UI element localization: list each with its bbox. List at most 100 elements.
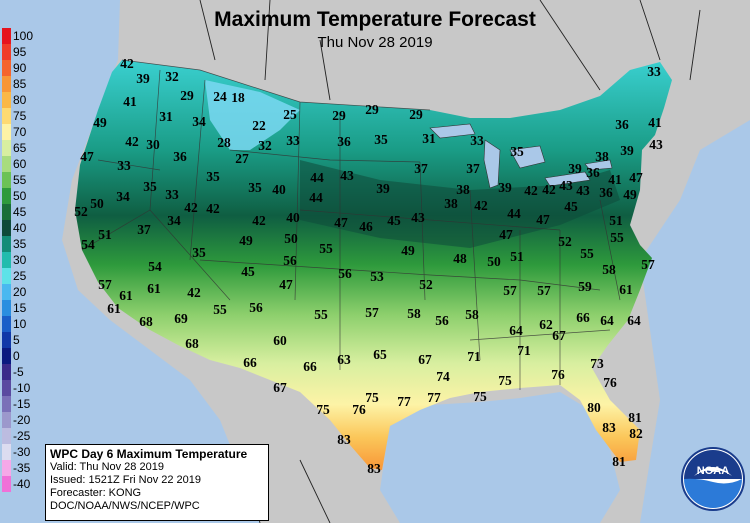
temperature-value: 43 <box>576 183 590 198</box>
temperature-value: 52 <box>74 204 88 219</box>
temperature-value: 64 <box>509 323 523 338</box>
temperature-value: 80 <box>587 400 601 415</box>
pacific-ocean <box>0 0 260 523</box>
temperature-value: 49 <box>401 243 415 258</box>
legend-swatch <box>2 108 11 124</box>
temperature-value: 63 <box>337 352 351 367</box>
temperature-value: 36 <box>615 117 629 132</box>
temperature-value: 67 <box>273 380 287 395</box>
legend-entry: 0 <box>0 348 44 364</box>
legend-swatch <box>2 172 11 188</box>
temperature-value: 75 <box>473 389 487 404</box>
temperature-value: 75 <box>498 373 512 388</box>
temperature-value: 64 <box>600 313 614 328</box>
legend-swatch <box>2 316 11 332</box>
temperature-value: 29 <box>365 102 379 117</box>
legend-entry: 100 <box>0 28 44 44</box>
temperature-value: 81 <box>612 454 626 469</box>
legend-label: 65 <box>13 141 27 155</box>
temperature-value: 45 <box>241 264 255 279</box>
legend-swatch <box>2 332 11 348</box>
legend-label: 20 <box>13 285 27 299</box>
legend-label: -35 <box>13 461 31 475</box>
temperature-value: 47 <box>629 170 643 185</box>
info-issued: Issued: 1521Z Fri Nov 22 2019 <box>50 474 202 486</box>
legend-swatch <box>2 348 11 364</box>
temperature-value: 38 <box>595 149 609 164</box>
temperature-value: 40 <box>272 182 286 197</box>
legend-label: -10 <box>13 381 31 395</box>
temperature-value: 57 <box>98 277 112 292</box>
temperature-value: 28 <box>217 135 231 150</box>
temperature-value: 82 <box>629 426 643 441</box>
atlantic-ocean <box>640 120 750 523</box>
temperature-value: 29 <box>180 88 194 103</box>
temperature-value: 74 <box>436 369 450 384</box>
temperature-value: 66 <box>576 310 590 325</box>
legend-entry: 65 <box>0 140 44 156</box>
temperature-value: 76 <box>603 375 617 390</box>
temperature-value: 52 <box>419 277 433 292</box>
temperature-value: 50 <box>487 254 501 269</box>
temperature-value: 57 <box>537 283 551 298</box>
temperature-value: 33 <box>647 64 661 79</box>
temperature-value: 57 <box>641 257 655 272</box>
legend-swatch <box>2 300 11 316</box>
temperature-value: 52 <box>558 234 572 249</box>
temperature-value: 67 <box>418 352 432 367</box>
legend-swatch <box>2 364 11 380</box>
temperature-value: 44 <box>507 206 521 221</box>
legend-label: 85 <box>13 77 27 91</box>
legend-swatch <box>2 124 11 140</box>
temperature-value: 56 <box>338 266 352 281</box>
legend-entry: 75 <box>0 108 44 124</box>
temperature-value: 36 <box>586 165 600 180</box>
temperature-value: 55 <box>319 241 333 256</box>
temperature-value: 56 <box>435 313 449 328</box>
legend-label: -25 <box>13 429 31 443</box>
temperature-value: 45 <box>564 199 578 214</box>
map-title: Maximum Temperature Forecast <box>214 8 536 31</box>
info-forecaster: Forecaster: KONG <box>50 487 142 499</box>
temperature-value: 42 <box>524 183 538 198</box>
state-borders <box>81 59 621 390</box>
legend-swatch <box>2 140 11 156</box>
temperature-value: 46 <box>359 219 373 234</box>
temperature-value: 49 <box>239 233 253 248</box>
cold-core-northwest <box>205 80 300 150</box>
temperature-value: 32 <box>165 69 179 84</box>
temperature-value: 83 <box>367 461 381 476</box>
temperature-value: 31 <box>422 131 436 146</box>
international-borders <box>199 0 701 523</box>
temperature-value: 60 <box>273 333 287 348</box>
legend-entry: 15 <box>0 300 44 316</box>
legend-swatch <box>2 156 11 172</box>
temperature-value: 42 <box>542 182 556 197</box>
temperature-value: 83 <box>337 432 351 447</box>
gulf-of-mexico <box>380 392 620 523</box>
legend-swatch <box>2 412 11 428</box>
legend-entry: 85 <box>0 76 44 92</box>
temperature-value: 41 <box>648 115 662 130</box>
temperature-value: 42 <box>125 134 139 149</box>
legend-swatch <box>2 188 11 204</box>
temperature-value: 44 <box>310 170 324 185</box>
temperature-value: 57 <box>365 305 379 320</box>
temperature-value: 40 <box>286 210 300 225</box>
legend-swatch <box>2 236 11 252</box>
temperature-value: 83 <box>602 420 616 435</box>
legend-swatch <box>2 204 11 220</box>
legend-entry: 20 <box>0 284 44 300</box>
legend-entry: 40 <box>0 220 44 236</box>
temperature-value: 73 <box>590 356 604 371</box>
temperature-value: 71 <box>517 343 531 358</box>
legend-label: 0 <box>13 349 20 363</box>
info-header: WPC Day 6 Maximum Temperature <box>50 447 248 461</box>
temperature-value: 25 <box>283 107 297 122</box>
temperature-value: 39 <box>568 161 582 176</box>
temperature-value: 31 <box>159 109 173 124</box>
temperature-value: 58 <box>407 306 421 321</box>
legend-swatch <box>2 76 11 92</box>
temperature-value: 68 <box>185 336 199 351</box>
temperature-value: 41 <box>123 94 137 109</box>
